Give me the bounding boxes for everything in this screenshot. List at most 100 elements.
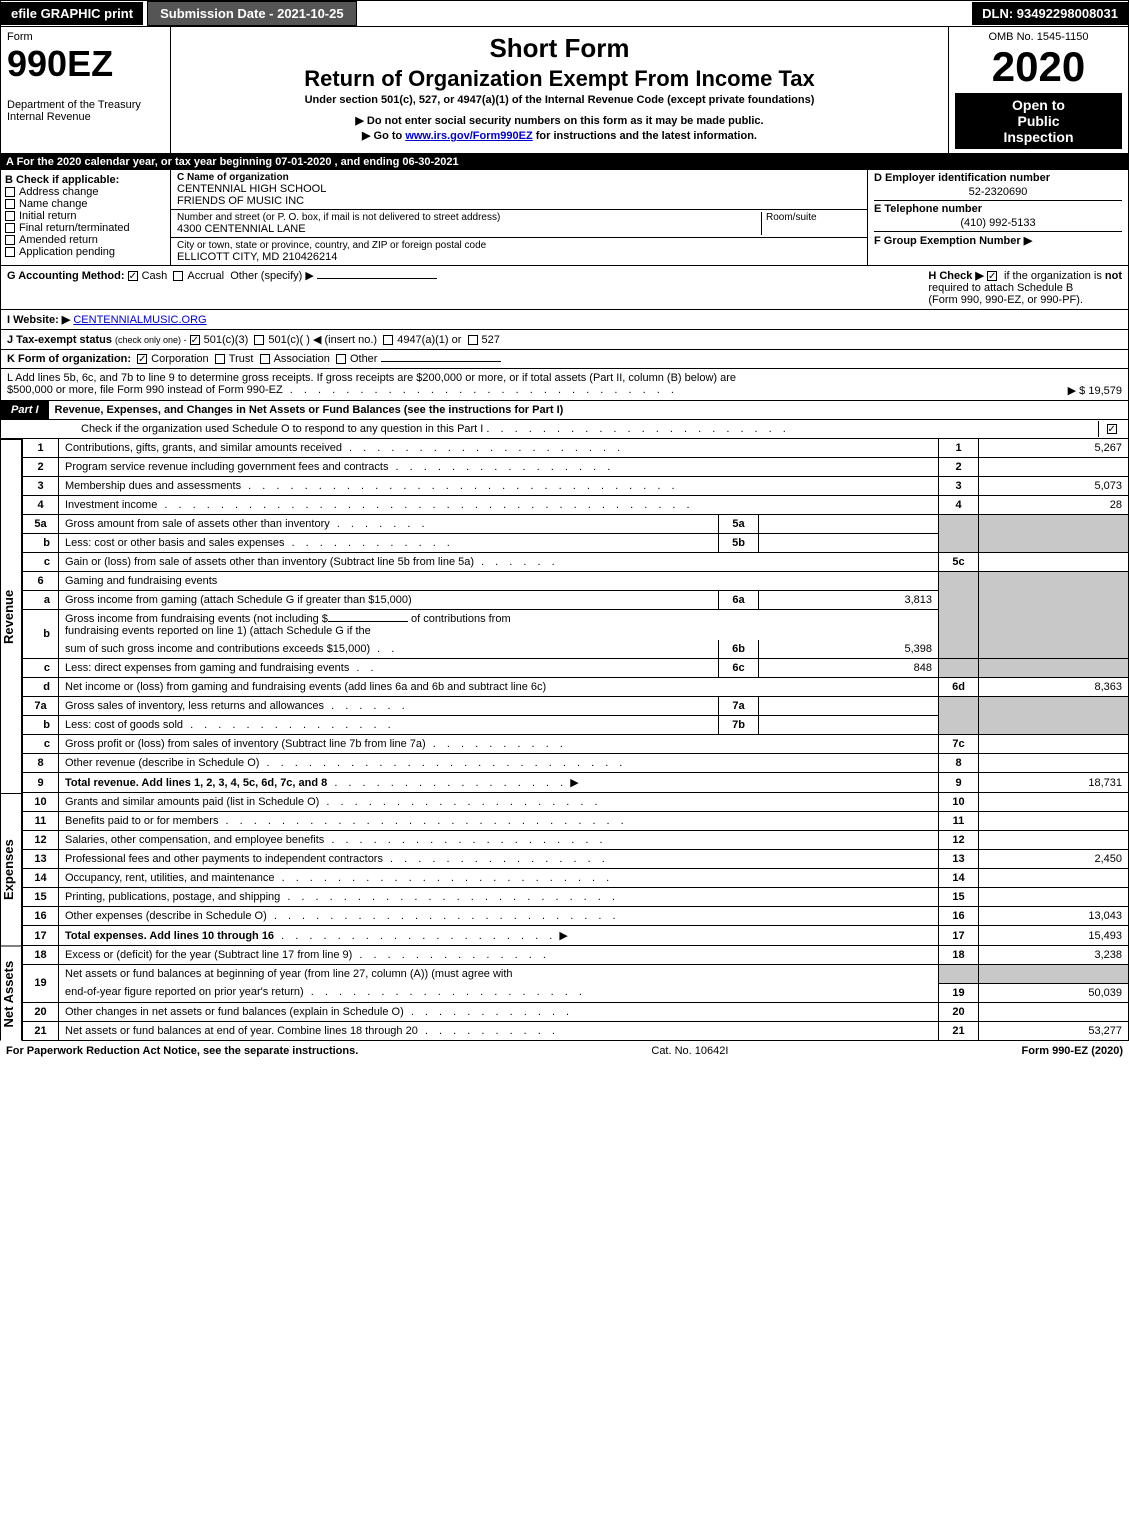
line-7c-val: [979, 735, 1129, 754]
line-6a-text: Gross income from gaming (attach Schedul…: [65, 594, 412, 606]
line-1-box: 1: [939, 439, 979, 458]
table-row: 2Program service revenue including gover…: [23, 458, 1129, 477]
line-k: K Form of organization: Corporation Trus…: [0, 350, 1129, 369]
open-line1: Open to: [959, 97, 1118, 113]
h-post1: if the organization is: [1004, 270, 1105, 282]
line-12-box: 12: [939, 831, 979, 850]
org-city: ELLICOTT CITY, MD 210426214: [177, 251, 861, 263]
line-16-text: Other expenses (describe in Schedule O): [65, 910, 267, 922]
revenue-section: Revenue 1Contributions, gifts, grants, a…: [0, 439, 1129, 793]
top-bar: efile GRAPHIC print Submission Date - 20…: [0, 0, 1129, 27]
netassets-table: 18Excess or (deficit) for the year (Subt…: [22, 946, 1129, 1041]
table-row: 11Benefits paid to or for members . . . …: [23, 812, 1129, 831]
chk-final-return[interactable]: Final return/terminated: [5, 222, 166, 234]
expenses-table: 10Grants and similar amounts paid (list …: [22, 793, 1129, 946]
line-6b-text4: sum of such gross income and contributio…: [65, 643, 370, 655]
open-line2: Public: [959, 113, 1118, 129]
irs-link[interactable]: www.irs.gov/Form990EZ: [405, 130, 532, 142]
line-7b-inbox: 7b: [719, 716, 759, 735]
l-text1: L Add lines 5b, 6c, and 7b to line 9 to …: [7, 372, 1122, 384]
chk-name-change[interactable]: Name change: [5, 198, 166, 210]
chk-amended-return[interactable]: Amended return: [5, 234, 166, 246]
line-5a-inval: [759, 515, 939, 534]
line-10-val: [979, 793, 1129, 812]
chk-accrual[interactable]: [173, 271, 183, 281]
c-name-label: C Name of organization: [177, 172, 861, 183]
open-to-public: Open to Public Inspection: [955, 93, 1122, 149]
chk-corporation[interactable]: [137, 354, 147, 364]
chk-application-pending[interactable]: Application pending: [5, 246, 166, 258]
chk-address-change[interactable]: Address change: [5, 186, 166, 198]
line-21-text: Net assets or fund balances at end of ye…: [65, 1025, 418, 1037]
c-city-row: City or town, state or province, country…: [171, 238, 867, 265]
line-6b-inval: 5,398: [759, 640, 939, 659]
netassets-section: Net Assets 18Excess or (deficit) for the…: [0, 946, 1129, 1041]
footer-mid: Cat. No. 10642I: [651, 1045, 728, 1057]
g-other: Other (specify) ▶: [230, 270, 314, 282]
table-row: 3Membership dues and assessments . . . .…: [23, 477, 1129, 496]
k-o4: Other: [350, 353, 378, 365]
table-row: 7aGross sales of inventory, less returns…: [23, 697, 1129, 716]
website-link[interactable]: CENTENNIALMUSIC.ORG: [73, 314, 206, 326]
line-1-val: 5,267: [979, 439, 1129, 458]
line-6d-box: 6d: [939, 678, 979, 697]
line-6b-text2: of contributions from: [411, 613, 511, 625]
chk-4947[interactable]: [383, 335, 393, 345]
table-row: 14Occupancy, rent, utilities, and mainte…: [23, 869, 1129, 888]
j-o2: 501(c)( ) ◀ (insert no.): [268, 334, 377, 346]
efile-print[interactable]: efile GRAPHIC print: [1, 2, 143, 25]
goto-pre: ▶ Go to: [362, 130, 405, 142]
page-footer: For Paperwork Reduction Act Notice, see …: [0, 1041, 1129, 1061]
open-line3: Inspection: [959, 129, 1118, 145]
line-j: J Tax-exempt status (check only one) - 5…: [0, 330, 1129, 350]
part1-header: Part I Revenue, Expenses, and Changes in…: [0, 401, 1129, 420]
footer-right: Form 990-EZ (2020): [1022, 1045, 1123, 1057]
chk-527[interactable]: [468, 335, 478, 345]
e-label: E Telephone number: [874, 200, 1122, 215]
table-row: 17Total expenses. Add lines 10 through 1…: [23, 926, 1129, 946]
b-title: B Check if applicable:: [5, 174, 166, 186]
part1-check-text: Check if the organization used Schedule …: [81, 423, 483, 435]
h-post3: (Form 990, 990-EZ, or 990-PF).: [928, 294, 1083, 306]
table-row: 9Total revenue. Add lines 1, 2, 3, 4, 5c…: [23, 773, 1129, 793]
line-15-val: [979, 888, 1129, 907]
part1-title: Revenue, Expenses, and Changes in Net As…: [49, 401, 570, 419]
k-label: K Form of organization:: [7, 353, 131, 365]
line-6d-val: 8,363: [979, 678, 1129, 697]
table-row: cLess: direct expenses from gaming and f…: [23, 659, 1129, 678]
k-o3: Association: [274, 353, 330, 365]
line-5a-inbox: 5a: [719, 515, 759, 534]
chk-trust[interactable]: [215, 354, 225, 364]
form-header: Form 990EZ Department of the Treasury In…: [0, 27, 1129, 154]
chk-h[interactable]: [987, 271, 997, 281]
chk-501c3[interactable]: [190, 335, 200, 345]
footer-left: For Paperwork Reduction Act Notice, see …: [6, 1045, 358, 1057]
line-21-val: 53,277: [979, 1021, 1129, 1040]
table-row: 19Net assets or fund balances at beginni…: [23, 965, 1129, 984]
d-label: D Employer identification number: [874, 172, 1122, 184]
table-row: 6Gaming and fundraising events: [23, 572, 1129, 591]
chk-501c[interactable]: [254, 335, 264, 345]
line-15-text: Printing, publications, postage, and shi…: [65, 891, 280, 903]
chk-cash[interactable]: [128, 271, 138, 281]
subtitle-2: ▶ Do not enter social security numbers o…: [179, 114, 940, 127]
line-6d-text: Net income or (loss) from gaming and fun…: [59, 678, 939, 697]
chk-initial-return[interactable]: Initial return: [5, 210, 166, 222]
line-20-box: 20: [939, 1002, 979, 1021]
c-addr-row: Number and street (or P. O. box, if mail…: [171, 210, 867, 238]
line-12-text: Salaries, other compensation, and employ…: [65, 834, 324, 846]
g-label: G Accounting Method:: [7, 270, 125, 282]
line-20-text: Other changes in net assets or fund bala…: [65, 1006, 404, 1018]
g-cash: Cash: [142, 270, 168, 282]
subtitle-3: ▶ Go to www.irs.gov/Form990EZ for instru…: [179, 129, 940, 142]
table-row: cGain or (loss) from sale of assets othe…: [23, 553, 1129, 572]
line-3-text: Membership dues and assessments: [65, 480, 241, 492]
line-10-box: 10: [939, 793, 979, 812]
chk-association[interactable]: [260, 354, 270, 364]
line-6a-inval: 3,813: [759, 591, 939, 610]
chk-other[interactable]: [336, 354, 346, 364]
part1-checkbox[interactable]: [1098, 421, 1128, 437]
omb-number: OMB No. 1545-1150: [955, 31, 1122, 43]
line-a: A For the 2020 calendar year, or tax yea…: [0, 154, 1129, 170]
expenses-side-label: Expenses: [0, 793, 22, 946]
